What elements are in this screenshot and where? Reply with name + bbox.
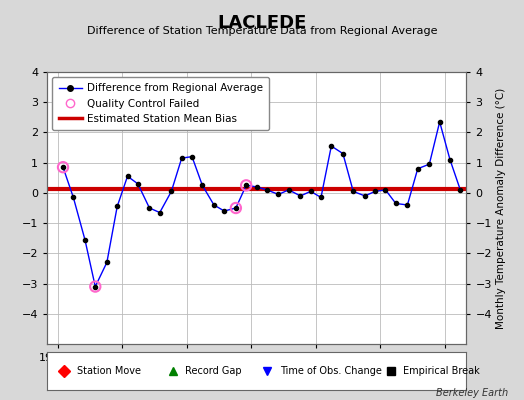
Text: Empirical Break: Empirical Break: [403, 366, 480, 376]
Text: Station Move: Station Move: [77, 366, 140, 376]
Text: LACLEDE: LACLEDE: [217, 14, 307, 32]
Legend: Difference from Regional Average, Quality Control Failed, Estimated Station Mean: Difference from Regional Average, Qualit…: [52, 77, 269, 130]
Text: Difference of Station Temperature Data from Regional Average: Difference of Station Temperature Data f…: [87, 26, 437, 36]
Point: [59, 164, 67, 170]
Point: [242, 182, 250, 188]
Text: Berkeley Earth: Berkeley Earth: [436, 388, 508, 398]
Y-axis label: Monthly Temperature Anomaly Difference (°C): Monthly Temperature Anomaly Difference (…: [496, 87, 506, 329]
Point: [91, 283, 100, 290]
Text: Time of Obs. Change: Time of Obs. Change: [280, 366, 381, 376]
Text: Record Gap: Record Gap: [185, 366, 242, 376]
Point: [232, 205, 240, 211]
